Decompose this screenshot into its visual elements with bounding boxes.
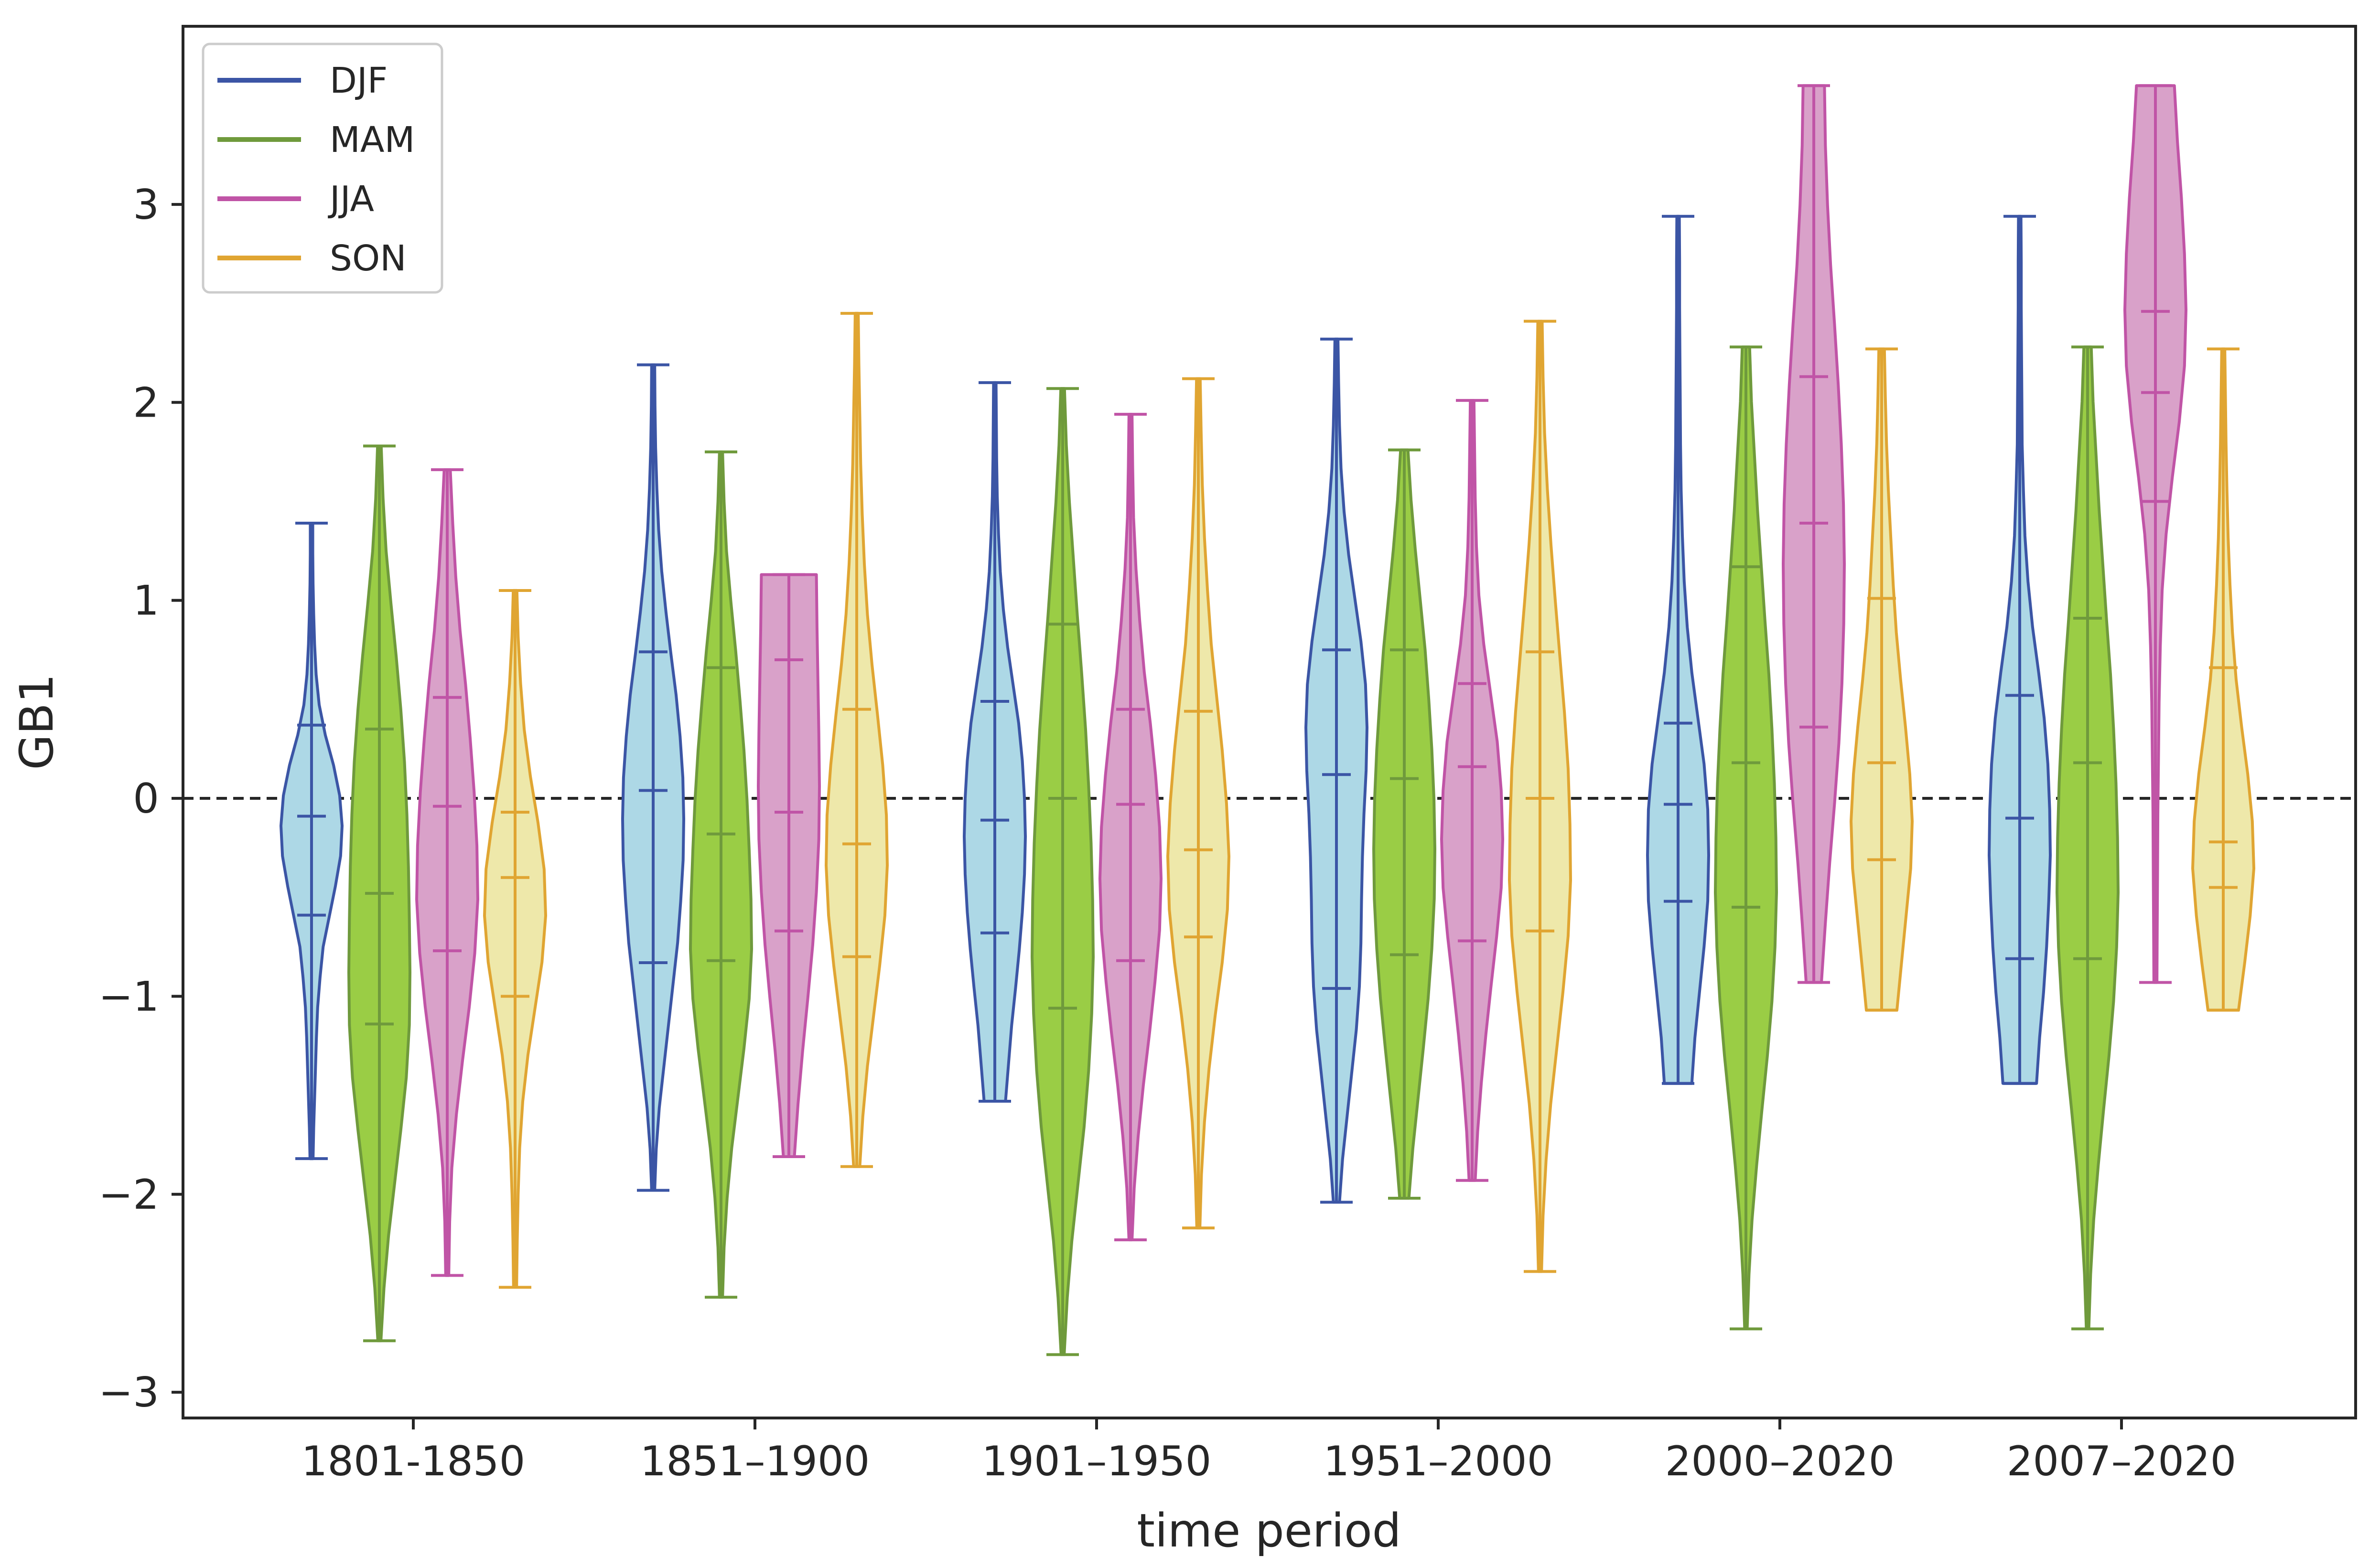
x-tick-label: 1851–1900 bbox=[640, 1438, 870, 1485]
violin-jja-2 bbox=[757, 573, 821, 1159]
x-tick-label: 2000–2020 bbox=[1665, 1438, 1895, 1485]
y-tick-label: −3 bbox=[98, 1369, 159, 1417]
violin-jja-1 bbox=[415, 468, 479, 1277]
violin-jja-4 bbox=[1440, 399, 1504, 1182]
violin-djf-5 bbox=[1646, 215, 1710, 1085]
y-tick-label: 2 bbox=[133, 379, 159, 427]
y-axis-label: GB1 bbox=[10, 674, 64, 770]
legend-label-mam: MAM bbox=[330, 119, 415, 161]
violin-djf-3 bbox=[963, 381, 1027, 1103]
violin-mam-3 bbox=[1031, 387, 1095, 1356]
legend-box bbox=[202, 43, 443, 294]
violin-djf-2 bbox=[621, 363, 685, 1192]
violin-son-3 bbox=[1166, 377, 1230, 1230]
violin-djf-6 bbox=[1988, 215, 2052, 1085]
violin-djf-1 bbox=[280, 522, 344, 1160]
plot-frame bbox=[182, 25, 2357, 1419]
violin-son-6 bbox=[2191, 347, 2255, 1012]
legend: DJF MAM JJA SON bbox=[202, 43, 443, 294]
x-tick-label: 1951–2000 bbox=[1324, 1438, 1553, 1485]
y-tick-label: −1 bbox=[98, 973, 159, 1020]
violin-son-1 bbox=[483, 589, 547, 1289]
y-tick-label: −2 bbox=[98, 1171, 159, 1219]
x-tick-label: 1901–1950 bbox=[982, 1438, 1212, 1485]
violin-jja-5 bbox=[1782, 84, 1846, 984]
legend-label-jja: JJA bbox=[328, 179, 374, 220]
violin-mam-5 bbox=[1714, 345, 1778, 1331]
violin-mam-2 bbox=[689, 450, 753, 1299]
axes: −3 −2 −1 0 1 2 3 1801-1850 1851–1900 1901–1950 195… bbox=[98, 181, 2236, 1485]
violin-son-4 bbox=[1508, 320, 1572, 1273]
x-axis-label: time period bbox=[1137, 1504, 1401, 1557]
x-tick-label: 2007–2020 bbox=[2007, 1438, 2237, 1485]
violin-djf-4 bbox=[1304, 337, 1368, 1204]
plot-area bbox=[183, 84, 2356, 1356]
violin-son-5 bbox=[1850, 347, 1914, 1012]
violin-mam-4 bbox=[1372, 448, 1436, 1200]
y-tick-label: 3 bbox=[133, 181, 159, 229]
violin-jja-3 bbox=[1098, 413, 1163, 1242]
y-tick-label: 0 bbox=[133, 775, 159, 823]
x-tick-label: 1801-1850 bbox=[302, 1438, 526, 1485]
y-tick-label: 1 bbox=[133, 577, 159, 625]
violin-mam-1 bbox=[347, 444, 411, 1342]
legend-label-djf: DJF bbox=[330, 60, 388, 101]
violin-mam-6 bbox=[2056, 345, 2120, 1331]
legend-label-son: SON bbox=[330, 238, 407, 279]
violin-son-2 bbox=[825, 311, 889, 1168]
violin-jja-6 bbox=[2123, 84, 2187, 984]
